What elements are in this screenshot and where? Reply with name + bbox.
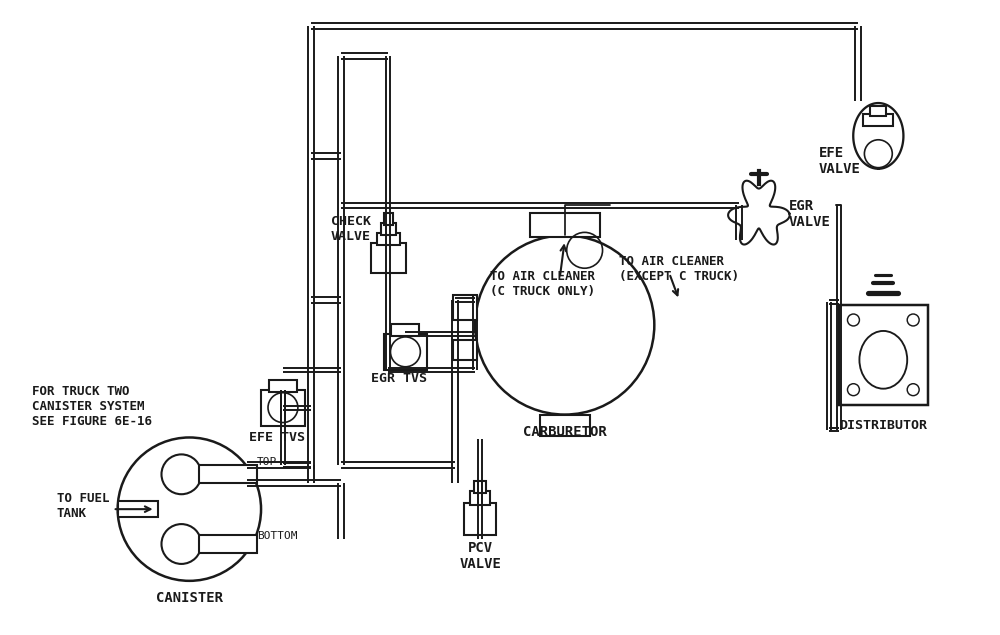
Bar bbox=[384, 334, 427, 370]
Bar bbox=[199, 465, 257, 483]
Bar bbox=[540, 415, 590, 436]
Bar bbox=[118, 501, 158, 517]
Bar bbox=[269, 380, 297, 392]
Bar bbox=[470, 491, 490, 505]
Bar bbox=[453, 295, 477, 320]
Text: TO AIR CLEANER
(C TRUCK ONLY): TO AIR CLEANER (C TRUCK ONLY) bbox=[490, 271, 595, 298]
Bar bbox=[381, 224, 396, 236]
Bar bbox=[530, 213, 600, 237]
Bar bbox=[384, 213, 393, 225]
Bar bbox=[870, 106, 886, 116]
Text: CANISTER: CANISTER bbox=[156, 591, 223, 605]
Text: EGR
VALVE: EGR VALVE bbox=[789, 199, 831, 229]
Bar bbox=[839, 305, 928, 404]
Text: CARBURETOR: CARBURETOR bbox=[523, 425, 607, 439]
Text: DISTRIBUTOR: DISTRIBUTOR bbox=[839, 418, 927, 432]
Text: TO FUEL
TANK: TO FUEL TANK bbox=[57, 492, 109, 520]
Text: BOTTOM: BOTTOM bbox=[257, 531, 298, 541]
Text: FOR TRUCK TWO
CANISTER SYSTEM
SEE FIGURE 6E-16: FOR TRUCK TWO CANISTER SYSTEM SEE FIGURE… bbox=[32, 385, 152, 428]
Bar bbox=[199, 535, 257, 553]
Text: TOP: TOP bbox=[257, 457, 277, 467]
Bar bbox=[261, 390, 305, 425]
Bar bbox=[377, 234, 400, 245]
Text: EFE
VALVE: EFE VALVE bbox=[819, 146, 860, 176]
Text: EGR TVS: EGR TVS bbox=[371, 371, 427, 385]
Bar bbox=[474, 481, 486, 493]
Bar bbox=[371, 243, 406, 273]
Text: TO AIR CLEANER
(EXCEPT C TRUCK): TO AIR CLEANER (EXCEPT C TRUCK) bbox=[619, 255, 739, 283]
Bar bbox=[863, 114, 893, 126]
Bar bbox=[453, 340, 477, 360]
Text: CHECK
VALVE: CHECK VALVE bbox=[331, 215, 371, 243]
Text: PCV
VALVE: PCV VALVE bbox=[459, 541, 501, 572]
Bar bbox=[464, 503, 496, 535]
Text: EFE TVS: EFE TVS bbox=[249, 432, 305, 444]
Bar bbox=[391, 324, 419, 336]
